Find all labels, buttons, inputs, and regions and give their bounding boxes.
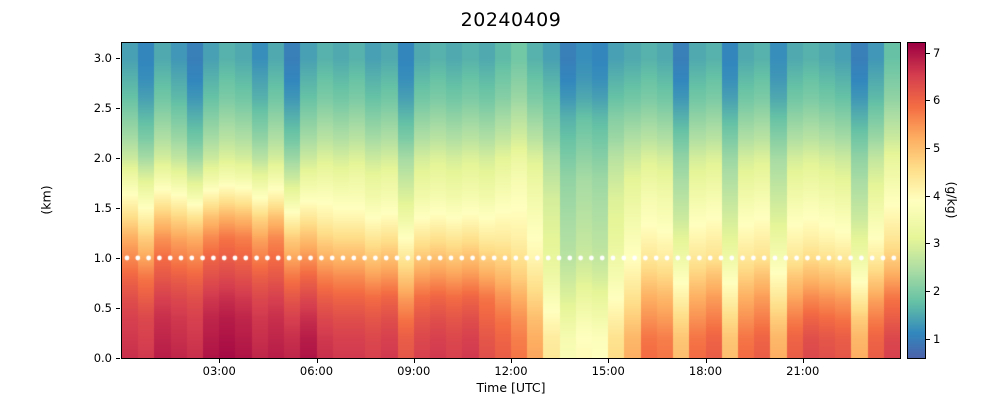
x-tick-label: 18:00	[688, 364, 723, 378]
colorbar-tick-label: 3	[933, 236, 941, 251]
colorbar-tick-label: 2	[933, 284, 941, 299]
y-tick-mark	[116, 258, 120, 259]
colorbar-tick-label: 5	[933, 141, 941, 155]
y-tick-label: 1.5	[93, 201, 112, 215]
x-tick-label: 21:00	[786, 364, 820, 378]
colorbar-tick-label: 1	[933, 331, 941, 346]
x-tick-mark	[705, 359, 707, 363]
y-tick-label: 0.0	[93, 351, 112, 365]
y-tick-label: 0.5	[93, 301, 112, 315]
colorbar-tick-mark	[926, 100, 930, 102]
x-tick-label: 09:00	[397, 364, 431, 378]
y-tick-label: 2.5	[93, 101, 112, 115]
colorbar-tick-mark	[926, 148, 930, 149]
y-tick-mark	[116, 108, 120, 109]
colorbar-tick-mark	[926, 52, 930, 54]
colorbar-tick-mark	[926, 338, 930, 340]
x-tick-mark	[413, 359, 415, 363]
x-tick-mark	[316, 359, 318, 363]
y-tick-mark	[116, 358, 120, 359]
colorbar-tick-label: 7	[933, 45, 941, 60]
y-axis-label: (km)	[38, 185, 54, 215]
colorbar-tick-label: 6	[933, 93, 941, 108]
x-tick-label: 06:00	[299, 364, 334, 378]
y-tick-mark	[116, 208, 120, 209]
x-tick-label: 03:00	[202, 364, 236, 378]
y-tick-label: 2.0	[93, 151, 112, 165]
colorbar-tick-mark	[926, 291, 930, 293]
colorbar-label: (g/kg)	[944, 181, 960, 219]
x-tick-mark	[511, 359, 512, 363]
colorbar-tick-mark	[926, 195, 930, 197]
colorbar	[907, 42, 926, 359]
colorbar-tick-label: 4	[933, 188, 941, 203]
x-tick-mark	[802, 359, 804, 363]
y-tick-mark	[116, 158, 120, 159]
chart-title: 20240409	[460, 9, 562, 31]
x-tick-mark	[219, 359, 221, 363]
y-tick-label: 3.0	[93, 51, 112, 65]
y-tick-mark	[116, 308, 120, 309]
x-tick-label: 15:00	[591, 364, 625, 378]
plot-area	[121, 42, 901, 359]
x-tick-label: 12:00	[494, 364, 528, 378]
x-tick-mark	[608, 359, 610, 363]
y-tick-mark	[116, 58, 120, 59]
colorbar-tick-mark	[926, 243, 930, 245]
x-axis-label: Time [UTC]	[476, 380, 546, 395]
heatmap-canvas	[122, 43, 900, 358]
colorbar-canvas	[908, 43, 925, 358]
y-tick-label: 1.0	[93, 251, 112, 265]
